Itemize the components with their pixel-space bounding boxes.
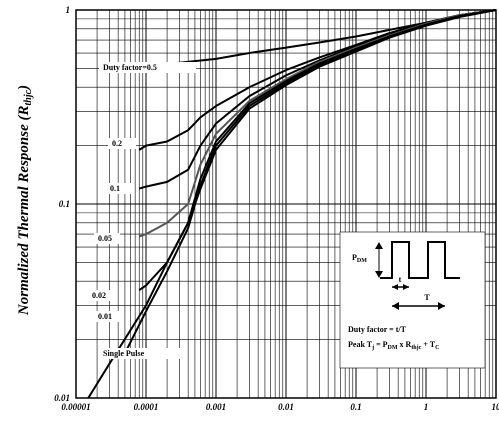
duty-factor-formula: Duty factor = t/T xyxy=(348,325,407,334)
series-label: Single Pulse xyxy=(103,349,145,358)
inset-box: PDM t T Duty factor = t/T Peak Tj = PDM … xyxy=(339,231,486,369)
x-tick-label: 10 xyxy=(492,402,499,412)
y-tick-label: 1 xyxy=(66,5,71,15)
pdm-label: PDM xyxy=(352,253,367,264)
series-label-bg xyxy=(99,348,183,359)
T-arrow-head-left xyxy=(392,302,399,310)
y-tick-label: 0.1 xyxy=(59,199,70,209)
y-tick-label: 0.01 xyxy=(54,393,70,403)
series-labels: Duty factor=0.5 0.2 0.1 0.05 0.02 0.01 Single … xyxy=(88,62,196,359)
series-label: 0.2 xyxy=(112,139,122,148)
x-tick-label: 0.001 xyxy=(206,402,226,412)
t-label: t xyxy=(399,275,402,284)
series-label-bg xyxy=(88,290,114,301)
series-label: 0.1 xyxy=(110,184,120,193)
series-label-bg xyxy=(106,183,132,194)
series-label-bg xyxy=(94,233,120,244)
x-tick-label: 0.00001 xyxy=(61,402,90,412)
series-label-bg xyxy=(99,62,196,73)
x-tick-label: 0.1 xyxy=(350,402,361,412)
y-tick-labels: 0.01 0.1 1 xyxy=(54,5,70,403)
series-label-bg xyxy=(94,311,120,322)
t-arrow-head-right xyxy=(403,284,409,290)
pdm-arrow-head-top xyxy=(375,242,383,249)
t-arrow-head-left xyxy=(392,284,398,290)
plot-frame xyxy=(75,9,497,399)
x-tick-label: 1 xyxy=(424,402,429,412)
series-label: 0.05 xyxy=(98,234,112,243)
series-label: 0.01 xyxy=(98,312,112,321)
series-label-bg xyxy=(108,138,136,149)
peak-tj-formula: Peak Tj = PDM x Rthjc + TC xyxy=(348,340,439,351)
inset-background xyxy=(339,231,486,369)
x-tick-labels: 0.00001 0.0001 0.001 0.01 0.1 1 10 xyxy=(61,402,499,412)
x-tick-label: 0.0001 xyxy=(134,402,159,412)
x-tick-label: 0.01 xyxy=(278,402,294,412)
T-label: T xyxy=(424,293,430,302)
series-line xyxy=(87,9,497,399)
y-axis-title: Normalized Thermal Response (Rthjc) xyxy=(16,85,34,316)
series-label: 0.02 xyxy=(92,291,106,300)
series-label: Duty factor=0.5 xyxy=(103,63,157,72)
T-arrow-head-right xyxy=(438,302,445,310)
pdm-arrow-head-bottom xyxy=(375,271,383,278)
series-group xyxy=(87,9,497,399)
pulse-waveform xyxy=(380,241,460,279)
